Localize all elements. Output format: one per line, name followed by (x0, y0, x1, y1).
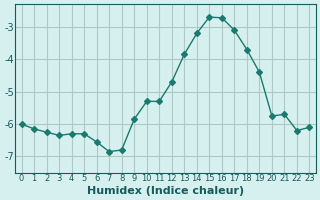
X-axis label: Humidex (Indice chaleur): Humidex (Indice chaleur) (87, 186, 244, 196)
